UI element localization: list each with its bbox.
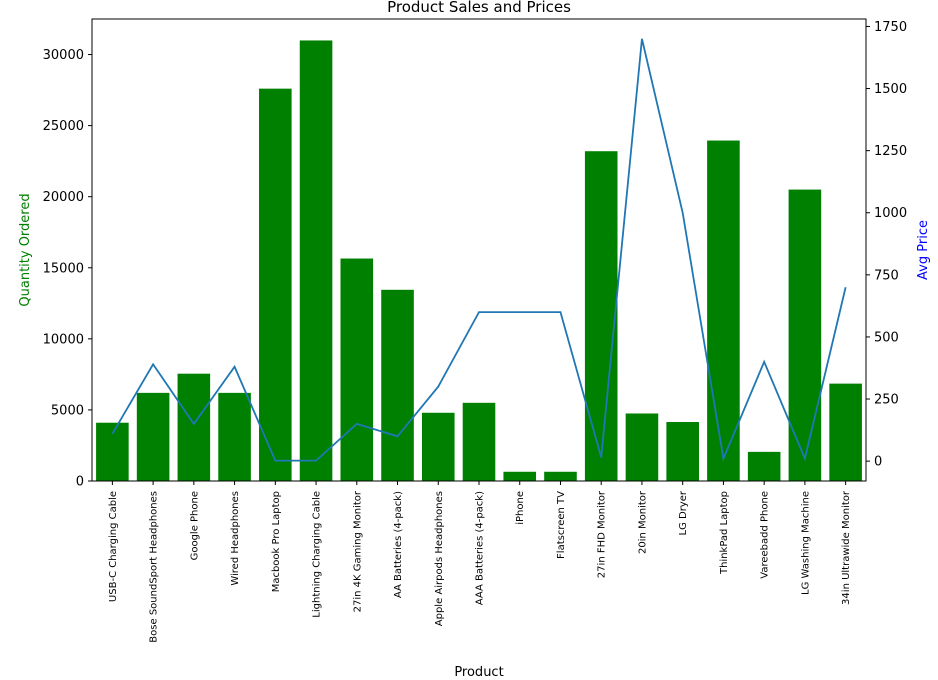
x-tick-label: Macbook Pro Laptop (271, 491, 282, 592)
price-line-series (111, 38, 847, 462)
bar (299, 40, 333, 481)
x-tick-label: AA Batteries (4-pack) (393, 491, 404, 598)
y2-tick-label: 1250 (874, 144, 907, 159)
x-axis-label: Product (454, 665, 503, 680)
bar (747, 451, 781, 481)
y-tick-label: 25000 (43, 119, 84, 134)
y-tick-label: 15000 (43, 261, 84, 276)
bar (136, 392, 170, 481)
bar (829, 383, 862, 481)
x-tick-label: 34in Ultrawide Monitor (841, 490, 852, 605)
bar (666, 422, 699, 481)
chart-title: Product Sales and Prices (387, 0, 571, 16)
bar (544, 471, 577, 481)
bar (625, 413, 659, 481)
x-axis: USB-C Charging Cable Bose SoundSport Head… (108, 481, 852, 643)
y2-tick-label: 1750 (874, 20, 907, 35)
x-tick-label: iPhone (515, 491, 526, 525)
y2-tick-label: 1500 (874, 82, 907, 97)
y-tick-label: 10000 (43, 332, 84, 347)
x-tick-label: LG Dryer (678, 490, 689, 535)
x-tick-label: AAA Batteries (4-pack) (475, 491, 486, 605)
y2-axis-label: Avg Price (916, 220, 931, 280)
x-tick-label: ThinkPad Laptop (719, 491, 730, 575)
bar (584, 151, 618, 482)
bar-series (96, 40, 862, 482)
x-tick-label: Google Phone (189, 491, 200, 560)
x-tick-label: Flatscreen TV (556, 491, 567, 559)
bar (381, 289, 414, 481)
x-tick-label: 27in FHD Monitor (597, 490, 608, 578)
bar (340, 258, 374, 481)
bar (462, 402, 496, 481)
x-tick-label: 20in Monitor (637, 490, 648, 554)
x-tick-label: Wired Headphones (230, 491, 241, 586)
y-tick-label: 30000 (43, 48, 84, 63)
x-tick-label: Lightning Charging Cable (312, 491, 323, 618)
bar (96, 422, 129, 481)
left-axis: 0 5000 10000 15000 20000 25000 30000 (43, 48, 92, 490)
y2-tick-label: 1000 (874, 206, 907, 221)
y-axis-label: Quantity Ordered (18, 193, 33, 306)
bar (503, 471, 537, 481)
x-tick-label: 27in 4K Gaming Monitor (352, 490, 363, 612)
y2-tick-label: 0 (874, 455, 882, 470)
bar (421, 412, 455, 481)
bar (218, 392, 251, 481)
y-tick-label: 20000 (43, 190, 84, 205)
bar (788, 189, 822, 482)
y2-tick-label: 500 (874, 330, 899, 345)
bar (259, 88, 292, 481)
right-axis: 0 250 500 750 1000 1250 1500 1750 (866, 20, 907, 470)
x-tick-label: USB-C Charging Cable (108, 491, 119, 602)
y-tick-label: 0 (76, 475, 84, 490)
bar (707, 140, 740, 481)
x-tick-label: LG Washing Machine (800, 491, 811, 595)
y-tick-label: 5000 (51, 403, 84, 418)
y2-tick-label: 250 (874, 393, 899, 408)
bar (177, 373, 211, 481)
y2-tick-label: 750 (874, 268, 899, 283)
x-tick-label: Bose SoundSport Headphones (149, 491, 160, 643)
x-tick-label: Vareebadd Phone (760, 491, 771, 579)
x-tick-label: Apple Airpods Headphones (434, 491, 445, 626)
